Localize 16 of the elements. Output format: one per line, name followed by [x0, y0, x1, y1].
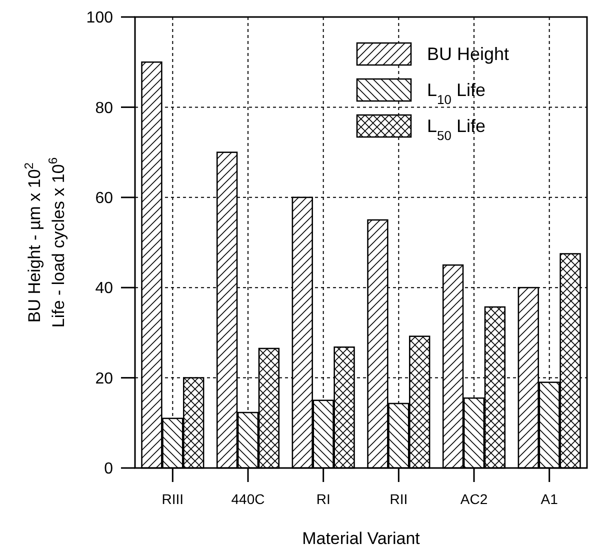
legend-label: BU Height [427, 44, 510, 64]
y-tick-label: 60 [95, 190, 114, 207]
legend-label: L$_{10}$ Life [427, 80, 486, 106]
x-tick-label: RI [316, 491, 330, 507]
x-axis-title: Material Variant [302, 529, 420, 548]
legend-label: L$_{50}$ Life [427, 116, 486, 142]
x-tick-label: AC2 [460, 491, 488, 507]
x-tick-label: A1 [540, 491, 558, 507]
x-tick-label: RII [390, 491, 408, 507]
y-tick-label: 40 [95, 280, 114, 298]
x-tick-label: RIII [162, 491, 184, 507]
y-tick-label: 20 [95, 370, 114, 388]
x-tick-label: 440C [231, 491, 265, 507]
y-tick-label: 0 [104, 460, 114, 478]
y-tick-label: 100 [86, 10, 114, 27]
y-tick-label: 80 [95, 100, 114, 117]
